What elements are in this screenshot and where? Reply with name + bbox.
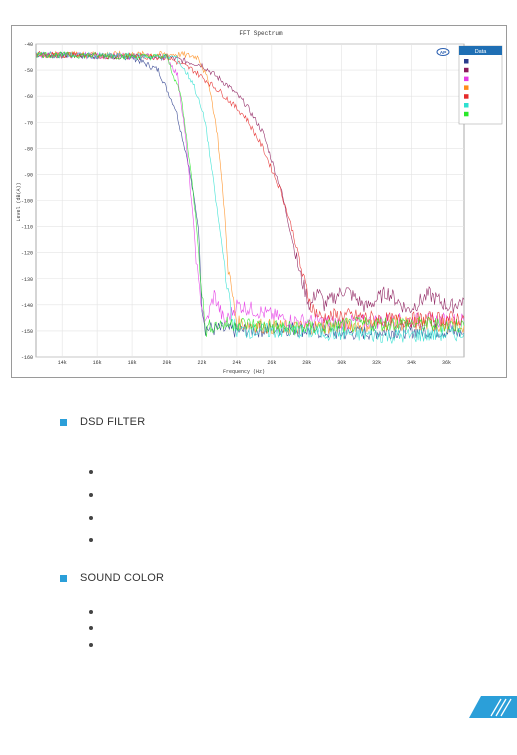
grid-lines — [36, 43, 464, 358]
chart-svg: FFT Spectrum -40-50-60-70-80-90-100-110-… — [16, 30, 503, 375]
legend-swatch — [464, 94, 469, 99]
legend-swatch — [464, 59, 469, 64]
x-tick-label: 14k — [58, 360, 67, 366]
list-bullet-icon — [89, 643, 93, 647]
x-tick-label: 36k — [442, 360, 451, 366]
y-tick-label: -100 — [21, 199, 33, 205]
y-tick-label: -90 — [24, 172, 33, 178]
y-tick-label: -140 — [21, 303, 33, 309]
x-tick-label: 20k — [163, 360, 172, 366]
x-tick-label: 16k — [93, 360, 102, 366]
list-bullet-icon — [89, 493, 93, 497]
svg-text:AP: AP — [440, 50, 446, 55]
chart-title: FFT Spectrum — [239, 30, 283, 37]
y-tick-label: -80 — [24, 146, 33, 152]
list-bullet-icon — [89, 516, 93, 520]
y-tick-label: -160 — [21, 355, 33, 361]
list-bullet-icon — [89, 538, 93, 542]
x-tick-label: 32k — [372, 360, 381, 366]
x-tick-label: 34k — [407, 360, 416, 366]
legend-swatch — [464, 103, 469, 108]
ap-logo-icon: AP — [436, 48, 450, 56]
y-tick-label: -130 — [21, 277, 33, 283]
x-tick-label: 18k — [128, 360, 137, 366]
y-tick-label: -120 — [21, 251, 33, 257]
list-bullet-icon — [89, 610, 93, 614]
series-line-6 — [35, 50, 465, 344]
fft-spectrum-chart: FFT Spectrum -40 -50 -60 -70 -80 -90 -100 -110-… — [11, 25, 507, 378]
list-bullet-icon — [89, 470, 93, 474]
section-title: SOUND COLOR — [80, 572, 165, 584]
x-tick-label: 22k — [197, 360, 206, 366]
y-tick-label: -50 — [24, 68, 33, 74]
series-line-7 — [35, 51, 465, 337]
y-axis-label: Level (dB(A)) — [16, 182, 22, 221]
page-corner-stripes-icon — [469, 696, 517, 718]
y-tick-label: -150 — [21, 329, 33, 335]
y-tick-label: -60 — [24, 94, 33, 100]
x-tick-label: 24k — [232, 360, 241, 366]
legend-swatch — [464, 67, 469, 73]
y-tick-label: -70 — [24, 120, 33, 126]
section-heading-dsd-filter: DSD FILTER — [60, 416, 145, 428]
legend-swatch — [464, 111, 469, 117]
tick-labels: -40 -50 -60 -70 -80 -90 -100 -110 -120 -130 -140 -1… — [21, 42, 451, 366]
x-tick-label: 28k — [302, 360, 311, 366]
y-tick-label: -40 — [24, 42, 33, 48]
y-tick-label: -110 — [21, 225, 33, 231]
series-line-5 — [35, 50, 465, 329]
x-tick-label: 26k — [267, 360, 276, 366]
square-bullet-icon — [60, 574, 67, 582]
series-lines — [35, 50, 465, 344]
list-bullet-icon — [89, 626, 93, 630]
legend-swatch — [464, 85, 469, 90]
legend: Data — [458, 45, 503, 125]
x-axis-label: Frequency (Hz) — [223, 369, 265, 375]
series-line-3 — [35, 51, 465, 331]
legend-title: Data — [475, 49, 488, 55]
square-bullet-icon — [60, 418, 67, 426]
section-heading-sound-color: SOUND COLOR — [60, 572, 164, 584]
section-title: DSD FILTER — [80, 416, 146, 428]
legend-swatch — [464, 76, 469, 82]
x-tick-label: 30k — [337, 360, 346, 366]
